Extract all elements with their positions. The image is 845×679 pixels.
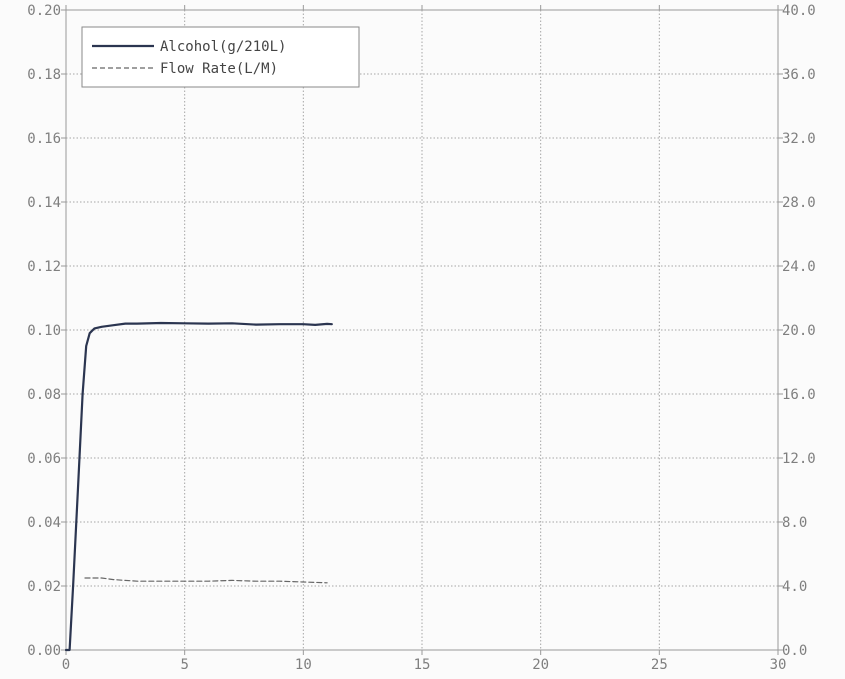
y2-tick-label: 32.0 <box>782 131 816 147</box>
y-tick-label: 0.12 <box>27 259 61 275</box>
legend-label: Alcohol(g/210L) <box>160 39 286 55</box>
y2-tick-label: 0.0 <box>782 643 807 659</box>
x-tick-label: 15 <box>414 657 431 673</box>
y-tick-label: 0.00 <box>27 643 61 659</box>
y2-tick-label: 28.0 <box>782 195 816 211</box>
x-tick-label: 25 <box>651 657 668 673</box>
y2-tick-label: 36.0 <box>782 67 816 83</box>
y-tick-label: 0.08 <box>27 387 61 403</box>
series-line-flow-rate <box>84 577 328 584</box>
y2-tick-label: 12.0 <box>782 451 816 467</box>
x-tick-label: 10 <box>295 657 312 673</box>
y-tick-label: 0.04 <box>27 515 61 531</box>
x-tick-label: 5 <box>180 657 188 673</box>
y-tick-label: 0.02 <box>27 579 61 595</box>
y-tick-label: 0.20 <box>27 3 61 19</box>
legend-label: Flow Rate(L/M) <box>160 61 278 77</box>
y-tick-label: 0.06 <box>27 451 61 467</box>
legend: Alcohol(g/210L) Flow Rate(L/M) <box>81 26 360 88</box>
y2-tick-label: 8.0 <box>782 515 807 531</box>
y2-tick-label: 24.0 <box>782 259 816 275</box>
x-tick-label: 20 <box>532 657 549 673</box>
y2-tick-label: 16.0 <box>782 387 816 403</box>
y-tick-label: 0.14 <box>27 195 61 211</box>
legend-box <box>81 26 360 88</box>
y-tick-label: 0.10 <box>27 323 61 339</box>
x-tick-label: 30 <box>770 657 787 673</box>
y-tick-label: 0.18 <box>27 67 61 83</box>
y2-tick-label: 40.0 <box>782 3 816 19</box>
series-line-alcohol <box>64 321 333 652</box>
y2-tick-label: 4.0 <box>782 579 807 595</box>
x-tick-label: 0 <box>62 657 70 673</box>
y2-tick-label: 20.0 <box>782 323 816 339</box>
series-layer <box>64 321 333 652</box>
y-tick-label: 0.16 <box>27 131 61 147</box>
grid-layer <box>66 10 778 650</box>
axes-layer: 0 5 10 15 20 25 30 0.00 0.02 0.04 0.06 0.08 0.10 0.12… <box>27 3 815 673</box>
